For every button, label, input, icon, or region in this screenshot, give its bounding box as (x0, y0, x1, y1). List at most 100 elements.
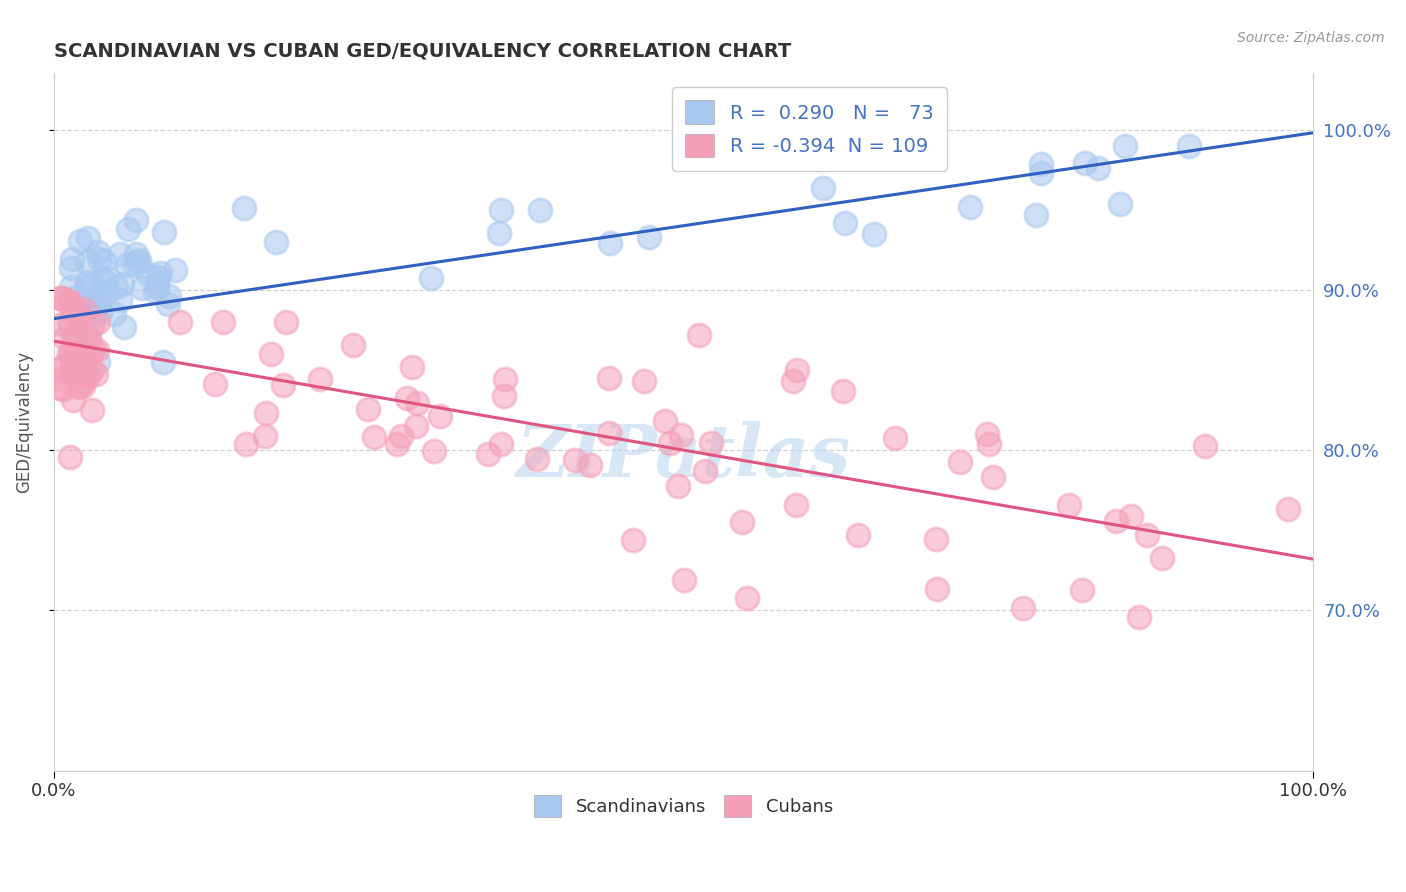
Point (1128, 610, 1150, 624)
Point (79, 349, 101, 363)
Point (67, 313, 90, 327)
Point (80, 362, 103, 376)
Point (564, 452, 586, 467)
Point (49, 291, 72, 305)
Point (72, 378, 94, 392)
Point (1087, 161, 1109, 175)
Point (526, 452, 548, 467)
Point (1114, 138, 1136, 153)
Point (423, 443, 446, 458)
Point (1121, 509, 1143, 524)
Point (654, 413, 676, 427)
Point (1025, 208, 1047, 222)
Point (883, 431, 905, 445)
Point (731, 515, 754, 529)
Point (105, 280, 128, 294)
Point (1136, 528, 1159, 542)
Point (87, 287, 110, 301)
Point (53, 331, 76, 345)
Point (72, 376, 94, 390)
Point (389, 428, 412, 442)
Point (598, 371, 620, 385)
Point (357, 401, 380, 416)
Point (73, 302, 96, 317)
Point (1277, 502, 1299, 516)
Point (59, 279, 82, 293)
Point (143, 284, 166, 298)
Point (529, 203, 551, 218)
Point (60, 347, 83, 361)
Point (75, 368, 97, 383)
Point (62, 332, 84, 346)
Point (786, 363, 808, 377)
Point (62, 392, 84, 407)
Point (80, 402, 103, 417)
Point (96, 285, 118, 299)
Point (1074, 156, 1097, 170)
Point (69, 234, 91, 248)
Point (782, 374, 804, 388)
Point (146, 277, 169, 291)
Point (58, 345, 80, 359)
Point (688, 327, 710, 342)
Point (52, 360, 75, 375)
Text: SCANDINAVIAN VS CUBAN GED/EQUIVALENCY CORRELATION CHART: SCANDINAVIAN VS CUBAN GED/EQUIVALENCY CO… (53, 42, 792, 61)
Point (60, 360, 83, 375)
Point (1105, 514, 1128, 528)
Point (494, 371, 516, 385)
Point (60, 296, 83, 310)
Point (477, 447, 499, 461)
Point (489, 437, 512, 451)
Point (834, 216, 856, 230)
Point (84, 367, 107, 381)
Point (1029, 157, 1052, 171)
Point (82, 310, 104, 325)
Text: Source: ZipAtlas.com: Source: ZipAtlas.com (1237, 31, 1385, 45)
Point (83, 306, 105, 320)
Point (395, 391, 418, 405)
Point (863, 227, 886, 241)
Point (274, 315, 297, 329)
Point (108, 293, 131, 308)
Point (73, 355, 96, 369)
Point (66, 310, 89, 325)
Point (492, 389, 515, 403)
Point (927, 582, 949, 596)
Point (489, 202, 512, 217)
Point (146, 269, 169, 284)
Point (82, 277, 104, 292)
Point (131, 280, 153, 294)
Text: ZIPatlas: ZIPatlas (516, 421, 851, 492)
Point (86, 343, 108, 357)
Point (671, 427, 693, 442)
Point (621, 533, 644, 547)
Point (233, 201, 256, 215)
Point (949, 455, 972, 469)
Point (1029, 166, 1052, 180)
Point (58, 315, 80, 329)
Point (666, 478, 689, 492)
Point (599, 236, 621, 251)
Point (87, 245, 110, 260)
Point (146, 279, 169, 293)
Point (82, 342, 104, 356)
Point (959, 200, 981, 214)
Point (117, 258, 139, 272)
Point (82, 296, 104, 310)
Point (62, 292, 84, 306)
Point (406, 395, 429, 409)
Point (76, 336, 98, 351)
Point (659, 436, 682, 450)
Point (693, 464, 716, 478)
Point (87, 293, 110, 308)
Point (59, 298, 82, 312)
Point (1011, 600, 1033, 615)
Y-axis label: GED/Equivalency: GED/Equivalency (15, 351, 32, 493)
Point (488, 227, 510, 241)
Point (90, 302, 112, 317)
Point (49, 291, 72, 305)
Point (309, 372, 332, 386)
Point (633, 374, 655, 388)
Point (103, 307, 125, 321)
Point (401, 360, 423, 375)
